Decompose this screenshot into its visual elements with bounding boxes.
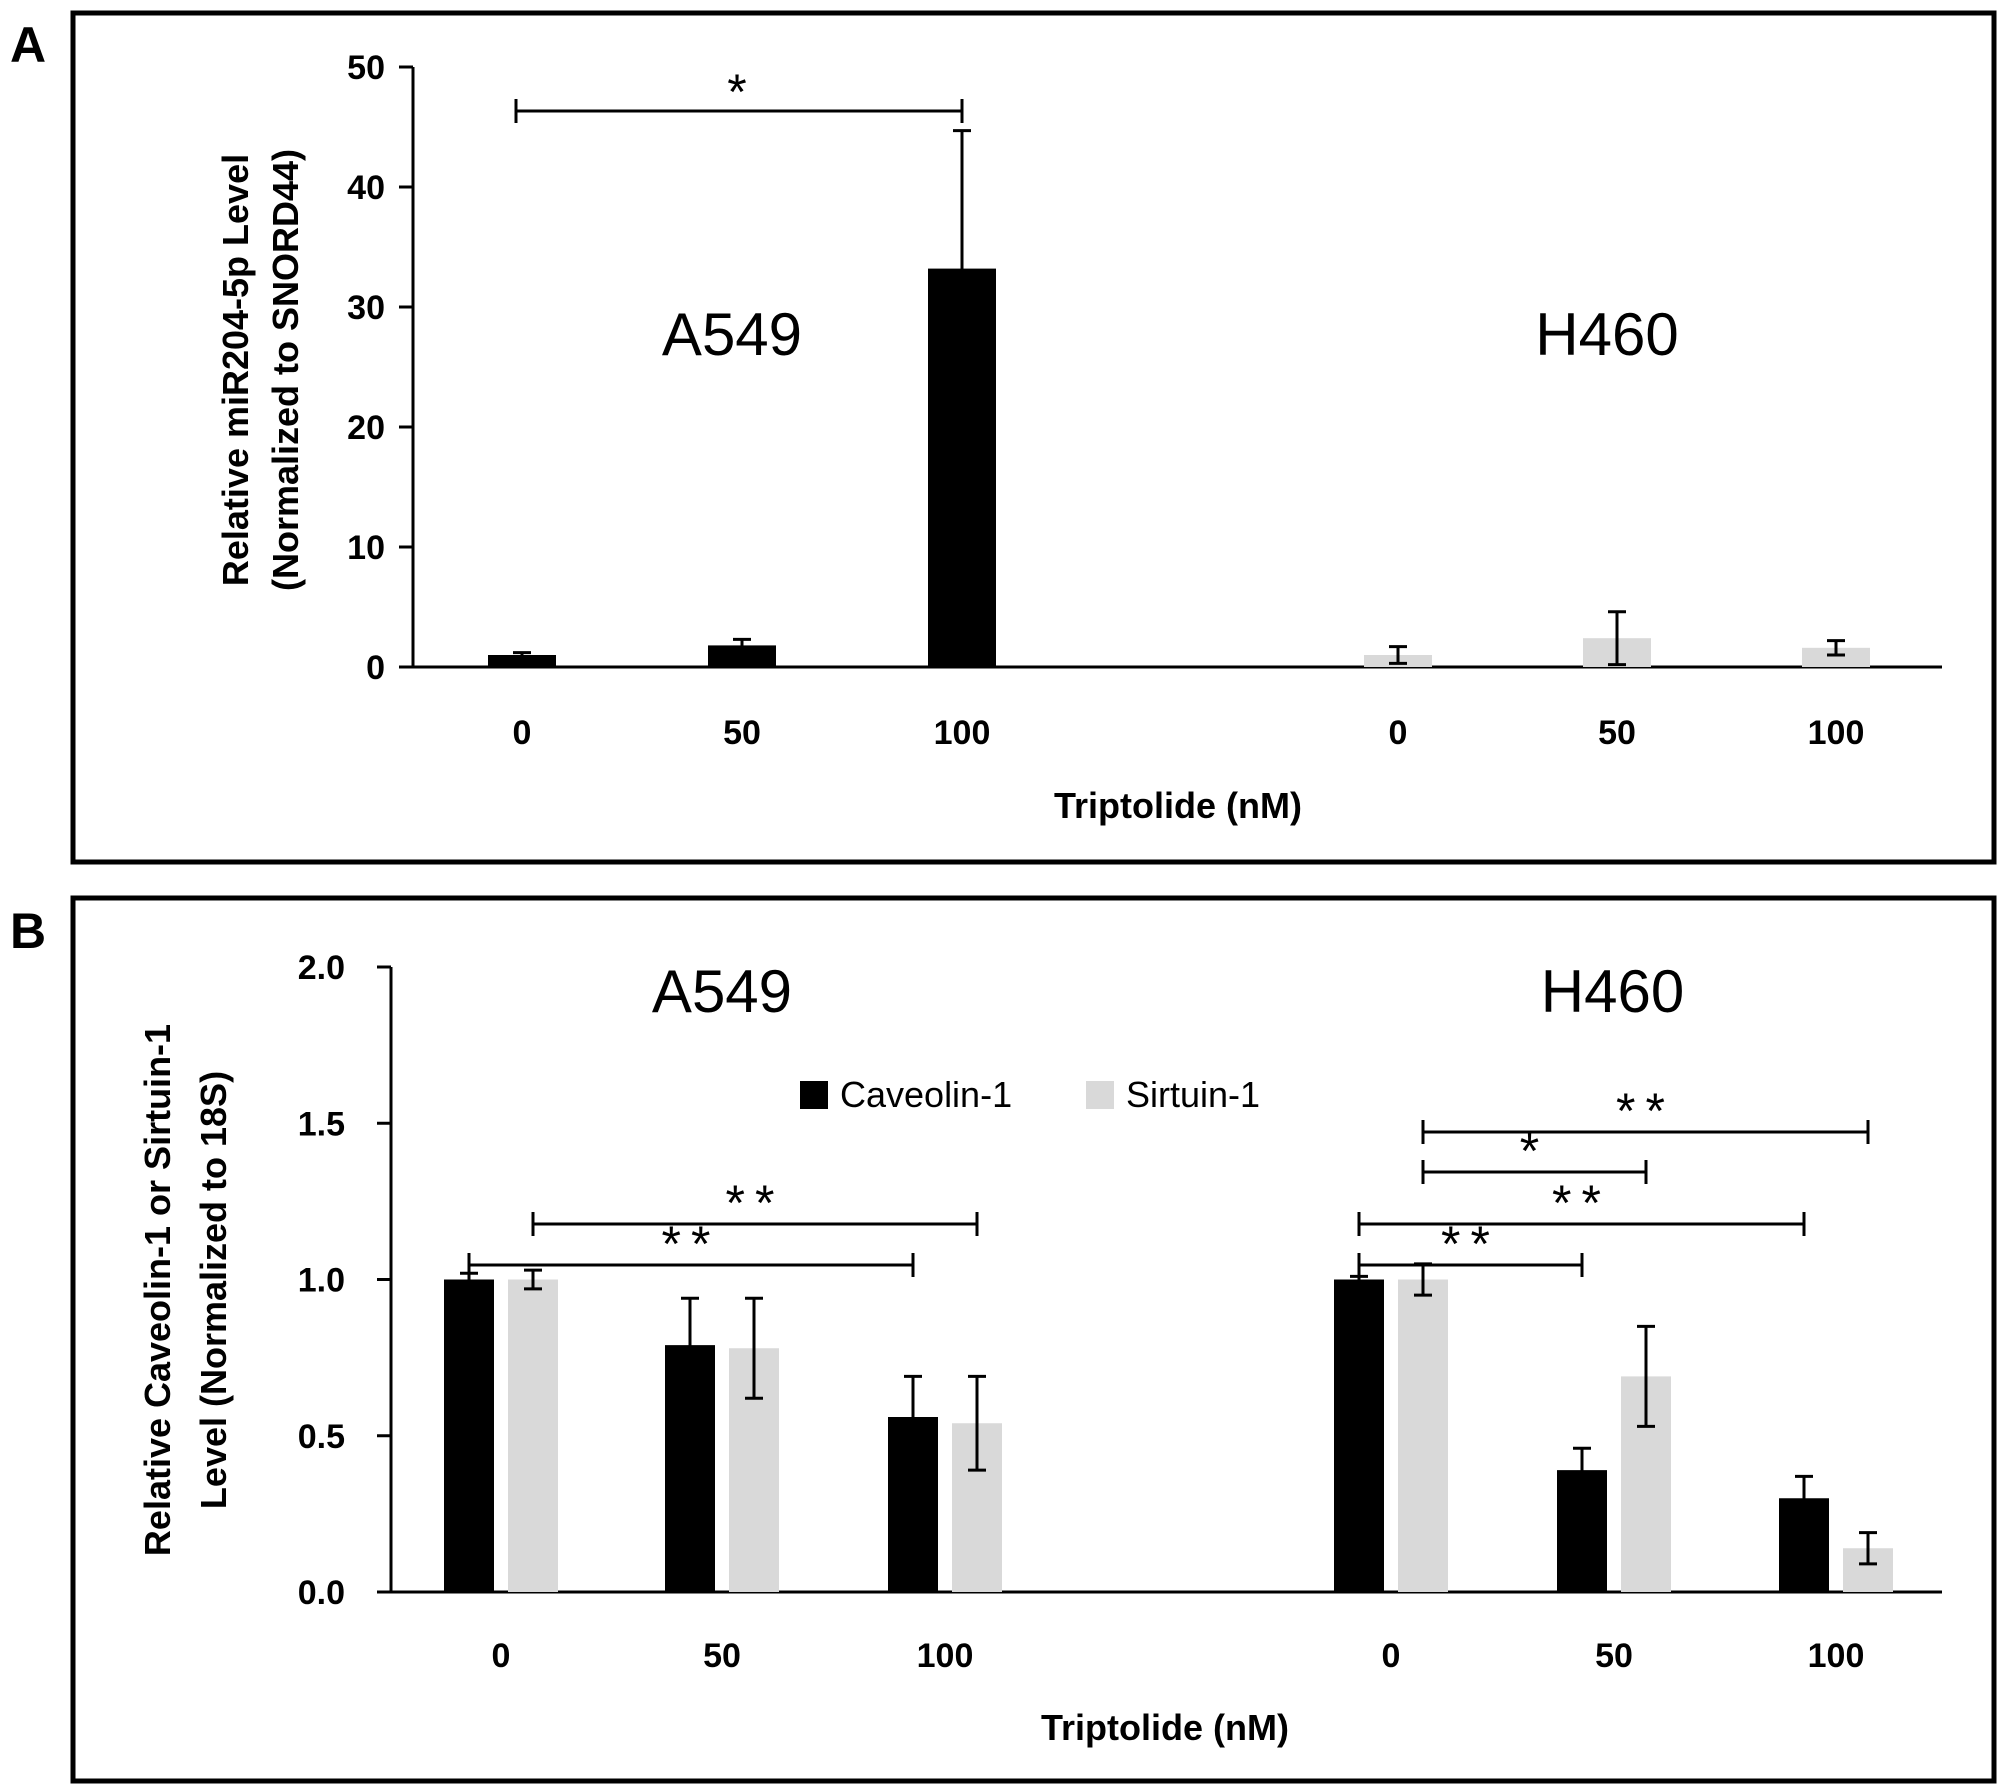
panel-a-chart: 0 10 20 30 40 50 A549 0 50 100 H460 0 50 100 Triptolid… (215, 49, 1942, 826)
y-tick-label: 1.0 (298, 1262, 345, 1300)
y-tick-label: 50 (347, 49, 385, 87)
x-axis-title: Triptolide (nM) (1041, 1707, 1289, 1748)
bar-h460-caveolin-1-0 (1334, 1279, 1384, 1592)
legend-label-sirtuin-1: Sirtuin-1 (1126, 1074, 1260, 1115)
x-tick-label: 100 (917, 1637, 974, 1675)
x-tick-label: 50 (1595, 1637, 1633, 1675)
x-tick-label: 50 (703, 1637, 741, 1675)
group-label-h460: H460 (1541, 958, 1684, 1025)
y-axis-title: Relative Caveolin-1 or Sirtuin-1 Level (N… (137, 1024, 234, 1556)
bar-a549-0 (488, 655, 556, 667)
group-label-a549: A549 (652, 958, 792, 1025)
x-tick-label: 100 (934, 714, 991, 752)
y-axis-title: Relative miR204-5p Level (Normalized to S… (215, 149, 306, 591)
y-axis-title-line: Relative miR204-5p Level (215, 154, 256, 586)
group-label-h460: H460 (1535, 301, 1678, 368)
y-axis-title-line: Relative Caveolin-1 or Sirtuin-1 (137, 1024, 178, 1556)
x-tick-label: 100 (1808, 1637, 1865, 1675)
x-tick-label: 0 (513, 714, 532, 752)
x-tick-label: 0 (1382, 1637, 1401, 1675)
x-tick-label: 50 (1598, 714, 1636, 752)
panel-a-letter: A (10, 17, 46, 73)
y-tick-label: 10 (347, 529, 385, 567)
legend-label-caveolin-1: Caveolin-1 (840, 1074, 1012, 1115)
y-tick-label: 30 (347, 289, 385, 327)
significance-label: * (1520, 1123, 1549, 1179)
significance-label: ** (662, 1216, 721, 1272)
y-axis-title-line: (Normalized to SNORD44) (265, 149, 306, 591)
x-axis-title: Triptolide (nM) (1054, 785, 1302, 826)
y-tick-label: 0 (366, 649, 385, 687)
significance-label: ** (1552, 1175, 1611, 1231)
significance-label: ** (1441, 1216, 1500, 1272)
x-tick-label: 50 (723, 714, 761, 752)
y-tick-label: 2.0 (298, 949, 345, 987)
panel-b-letter: B (10, 903, 46, 959)
panel-a-frame (70, 10, 1997, 865)
y-tick-label: 40 (347, 169, 385, 207)
x-tick-label: 0 (1389, 714, 1408, 752)
significance-label: ** (726, 1175, 785, 1231)
bar-a549-sirtuin-1-0 (508, 1279, 558, 1592)
legend-swatch-caveolin-1 (800, 1081, 828, 1109)
legend-swatch-sirtuin-1 (1086, 1081, 1114, 1109)
group-label-a549: A549 (662, 301, 802, 368)
bar-h460-100 (1802, 647, 1870, 667)
y-axis-title-line: Level (Normalized to 18S) (193, 1071, 234, 1509)
panel-b-frame (70, 895, 1997, 1784)
bar-a549-caveolin-1-0 (444, 1279, 494, 1592)
y-tick-label: 0.0 (298, 1574, 345, 1612)
bar-h460-sirtuin-1-0 (1398, 1279, 1448, 1592)
y-tick-label: 0.5 (298, 1418, 345, 1456)
significance-label: * (727, 64, 746, 120)
panel-b-chart: 0.0 0.5 1.0 1.5 2.0 A549 0 50 100 H460 0 50 100 Tript… (137, 949, 1942, 1748)
y-tick-label: 20 (347, 409, 385, 447)
x-tick-label: 0 (492, 1637, 511, 1675)
bar-a549-50 (708, 645, 776, 667)
x-tick-label: 100 (1808, 714, 1865, 752)
significance-label: ** (1616, 1083, 1675, 1139)
y-tick-label: 1.5 (298, 1105, 345, 1143)
